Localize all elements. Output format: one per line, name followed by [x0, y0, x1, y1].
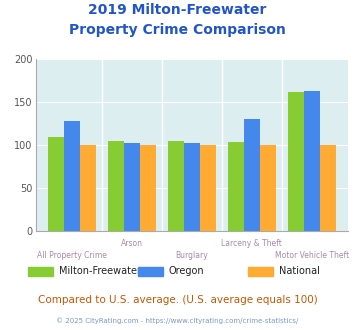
Bar — [200, 145, 216, 231]
Bar — [288, 92, 304, 231]
Bar — [184, 143, 200, 231]
Bar — [80, 145, 95, 231]
Bar — [320, 145, 336, 231]
Bar — [108, 141, 124, 231]
Text: National: National — [279, 266, 320, 277]
Bar — [64, 121, 80, 231]
Text: Compared to U.S. average. (U.S. average equals 100): Compared to U.S. average. (U.S. average … — [38, 295, 317, 305]
Bar — [124, 143, 140, 231]
Text: 2019 Milton-Freewater: 2019 Milton-Freewater — [88, 3, 267, 17]
Bar — [260, 145, 276, 231]
Text: © 2025 CityRating.com - https://www.cityrating.com/crime-statistics/: © 2025 CityRating.com - https://www.city… — [56, 317, 299, 324]
Text: Burglary: Burglary — [175, 251, 208, 260]
Bar — [168, 141, 184, 231]
Text: Larceny & Theft: Larceny & Theft — [221, 239, 282, 248]
Bar — [140, 145, 155, 231]
Bar — [228, 142, 244, 231]
Bar — [304, 91, 320, 231]
Text: All Property Crime: All Property Crime — [37, 251, 106, 260]
Text: Milton-Freewater: Milton-Freewater — [59, 266, 141, 277]
Text: Oregon: Oregon — [169, 266, 204, 277]
Bar — [48, 137, 64, 231]
Bar — [244, 119, 260, 231]
Text: Arson: Arson — [121, 239, 143, 248]
Text: Property Crime Comparison: Property Crime Comparison — [69, 23, 286, 37]
Text: Motor Vehicle Theft: Motor Vehicle Theft — [275, 251, 349, 260]
